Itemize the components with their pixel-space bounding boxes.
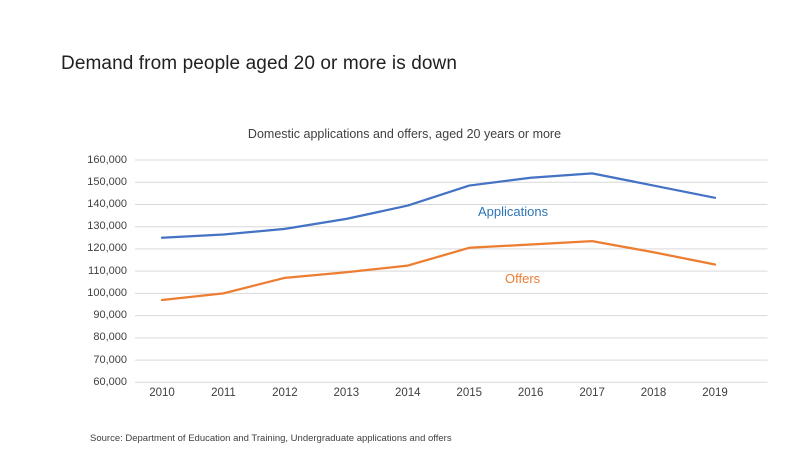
offers-series-label: Offers	[505, 271, 541, 286]
y-tick-label: 70,000	[93, 353, 127, 366]
x-tick-label: 2017	[579, 387, 605, 399]
x-tick-label: 2019	[702, 387, 728, 399]
offers-line	[160, 240, 717, 302]
y-tick-label: 120,000	[87, 242, 127, 255]
x-tick-label: 2010	[149, 387, 175, 399]
x-tick-label: 2011	[211, 387, 236, 399]
y-tick-label: 110,000	[88, 264, 127, 277]
y-tick-label: 90,000	[93, 309, 127, 322]
applications-line	[160, 172, 717, 239]
x-tick-label: 2015	[456, 387, 483, 399]
applications-series-label: Applications	[478, 204, 549, 219]
y-tick-label: 140,000	[87, 197, 127, 210]
y-tick-label: 60,000	[93, 375, 127, 388]
y-tick-label: 100,000	[87, 286, 127, 299]
x-tick-label: 2016	[517, 387, 544, 399]
chart-title: Domestic applications and offers, aged 2…	[247, 127, 562, 141]
source-note: Source: Department of Education and Trai…	[90, 433, 452, 444]
y-tick-label: 80,000	[93, 331, 127, 344]
y-tick-label: 130,000	[87, 220, 127, 233]
x-tick-label: 2012	[272, 387, 298, 399]
y-tick-label: 150,000	[87, 175, 127, 188]
y-tick-label: 160,000	[87, 153, 127, 166]
x-tick-label: 2013	[333, 387, 360, 399]
slide-title: Demand from people aged 20 or more is do…	[61, 53, 458, 74]
x-tick-label: 2014	[394, 387, 421, 399]
x-tick-label: 2018	[640, 387, 667, 399]
